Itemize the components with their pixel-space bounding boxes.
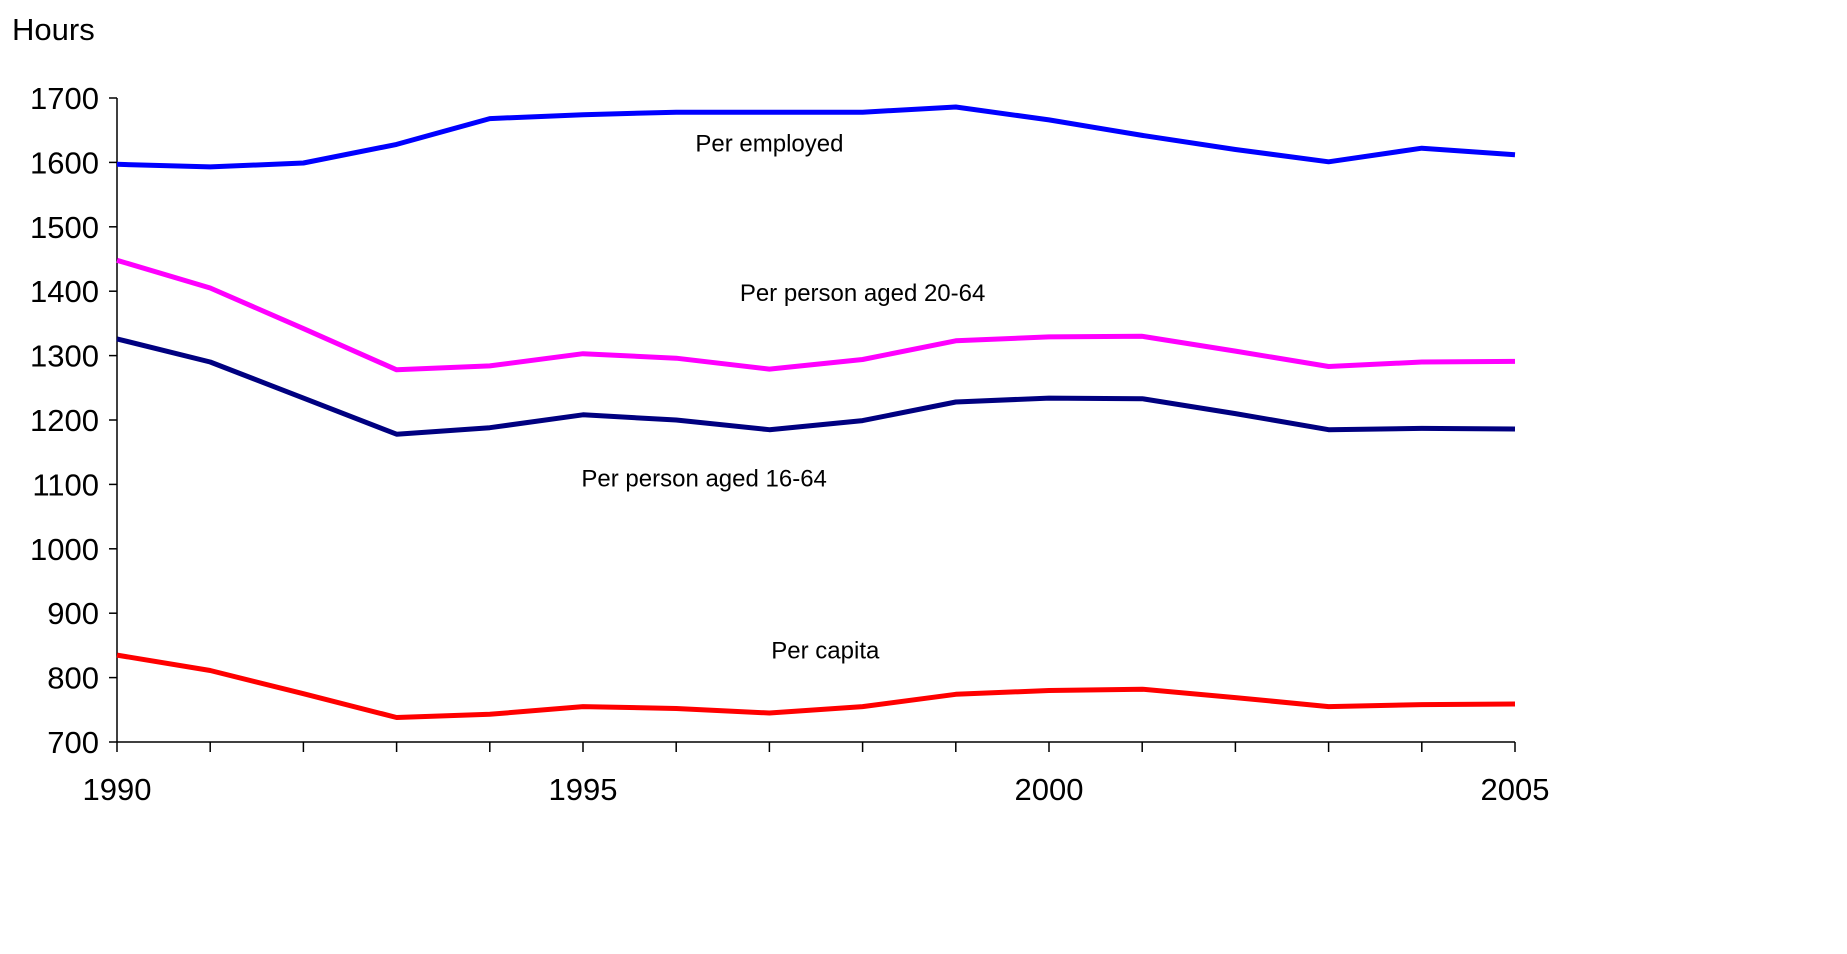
series-label: Per employed bbox=[695, 130, 843, 157]
y-axis-title: Hours bbox=[12, 12, 95, 47]
y-tick-label: 1700 bbox=[30, 81, 99, 116]
series-line bbox=[117, 655, 1515, 717]
y-tick-label: 1200 bbox=[30, 403, 99, 438]
series-label: Per person aged 16-64 bbox=[581, 465, 827, 492]
series-labels: Per employed Per person aged 20-64 Per per… bbox=[581, 130, 985, 664]
y-tick-label: 1100 bbox=[32, 467, 99, 502]
x-tick-label: 1990 bbox=[83, 772, 152, 807]
series-lines bbox=[117, 107, 1515, 718]
y-tick-label: 1500 bbox=[30, 210, 99, 245]
series-line bbox=[117, 339, 1515, 434]
x-tick-label: 2000 bbox=[1015, 772, 1084, 807]
x-tick-label: 1995 bbox=[549, 772, 618, 807]
y-tick-label: 1400 bbox=[30, 274, 99, 309]
y-axis-ticks: 700 800 900 1000 1100 1200 1300 1400 1500 1600 170… bbox=[30, 81, 117, 760]
y-tick-label: 900 bbox=[47, 596, 99, 631]
series-label: Per person aged 20-64 bbox=[740, 280, 986, 307]
y-tick-label: 1300 bbox=[30, 339, 99, 374]
y-tick-label: 1600 bbox=[30, 145, 99, 180]
x-tick-label: 2005 bbox=[1481, 772, 1550, 807]
series-line bbox=[117, 260, 1515, 370]
y-tick-label: 1000 bbox=[30, 532, 99, 567]
x-axis-ticks: 1990 1995 2000 2005 bbox=[83, 742, 1550, 807]
series-label: Per capita bbox=[771, 637, 880, 664]
y-tick-label: 700 bbox=[47, 725, 99, 760]
y-tick-label: 800 bbox=[47, 661, 99, 696]
